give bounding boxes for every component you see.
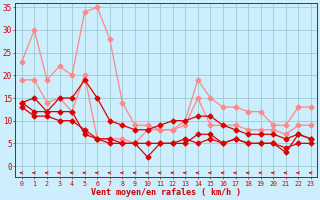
X-axis label: Vent moyen/en rafales ( km/h ): Vent moyen/en rafales ( km/h ) [92, 188, 241, 197]
